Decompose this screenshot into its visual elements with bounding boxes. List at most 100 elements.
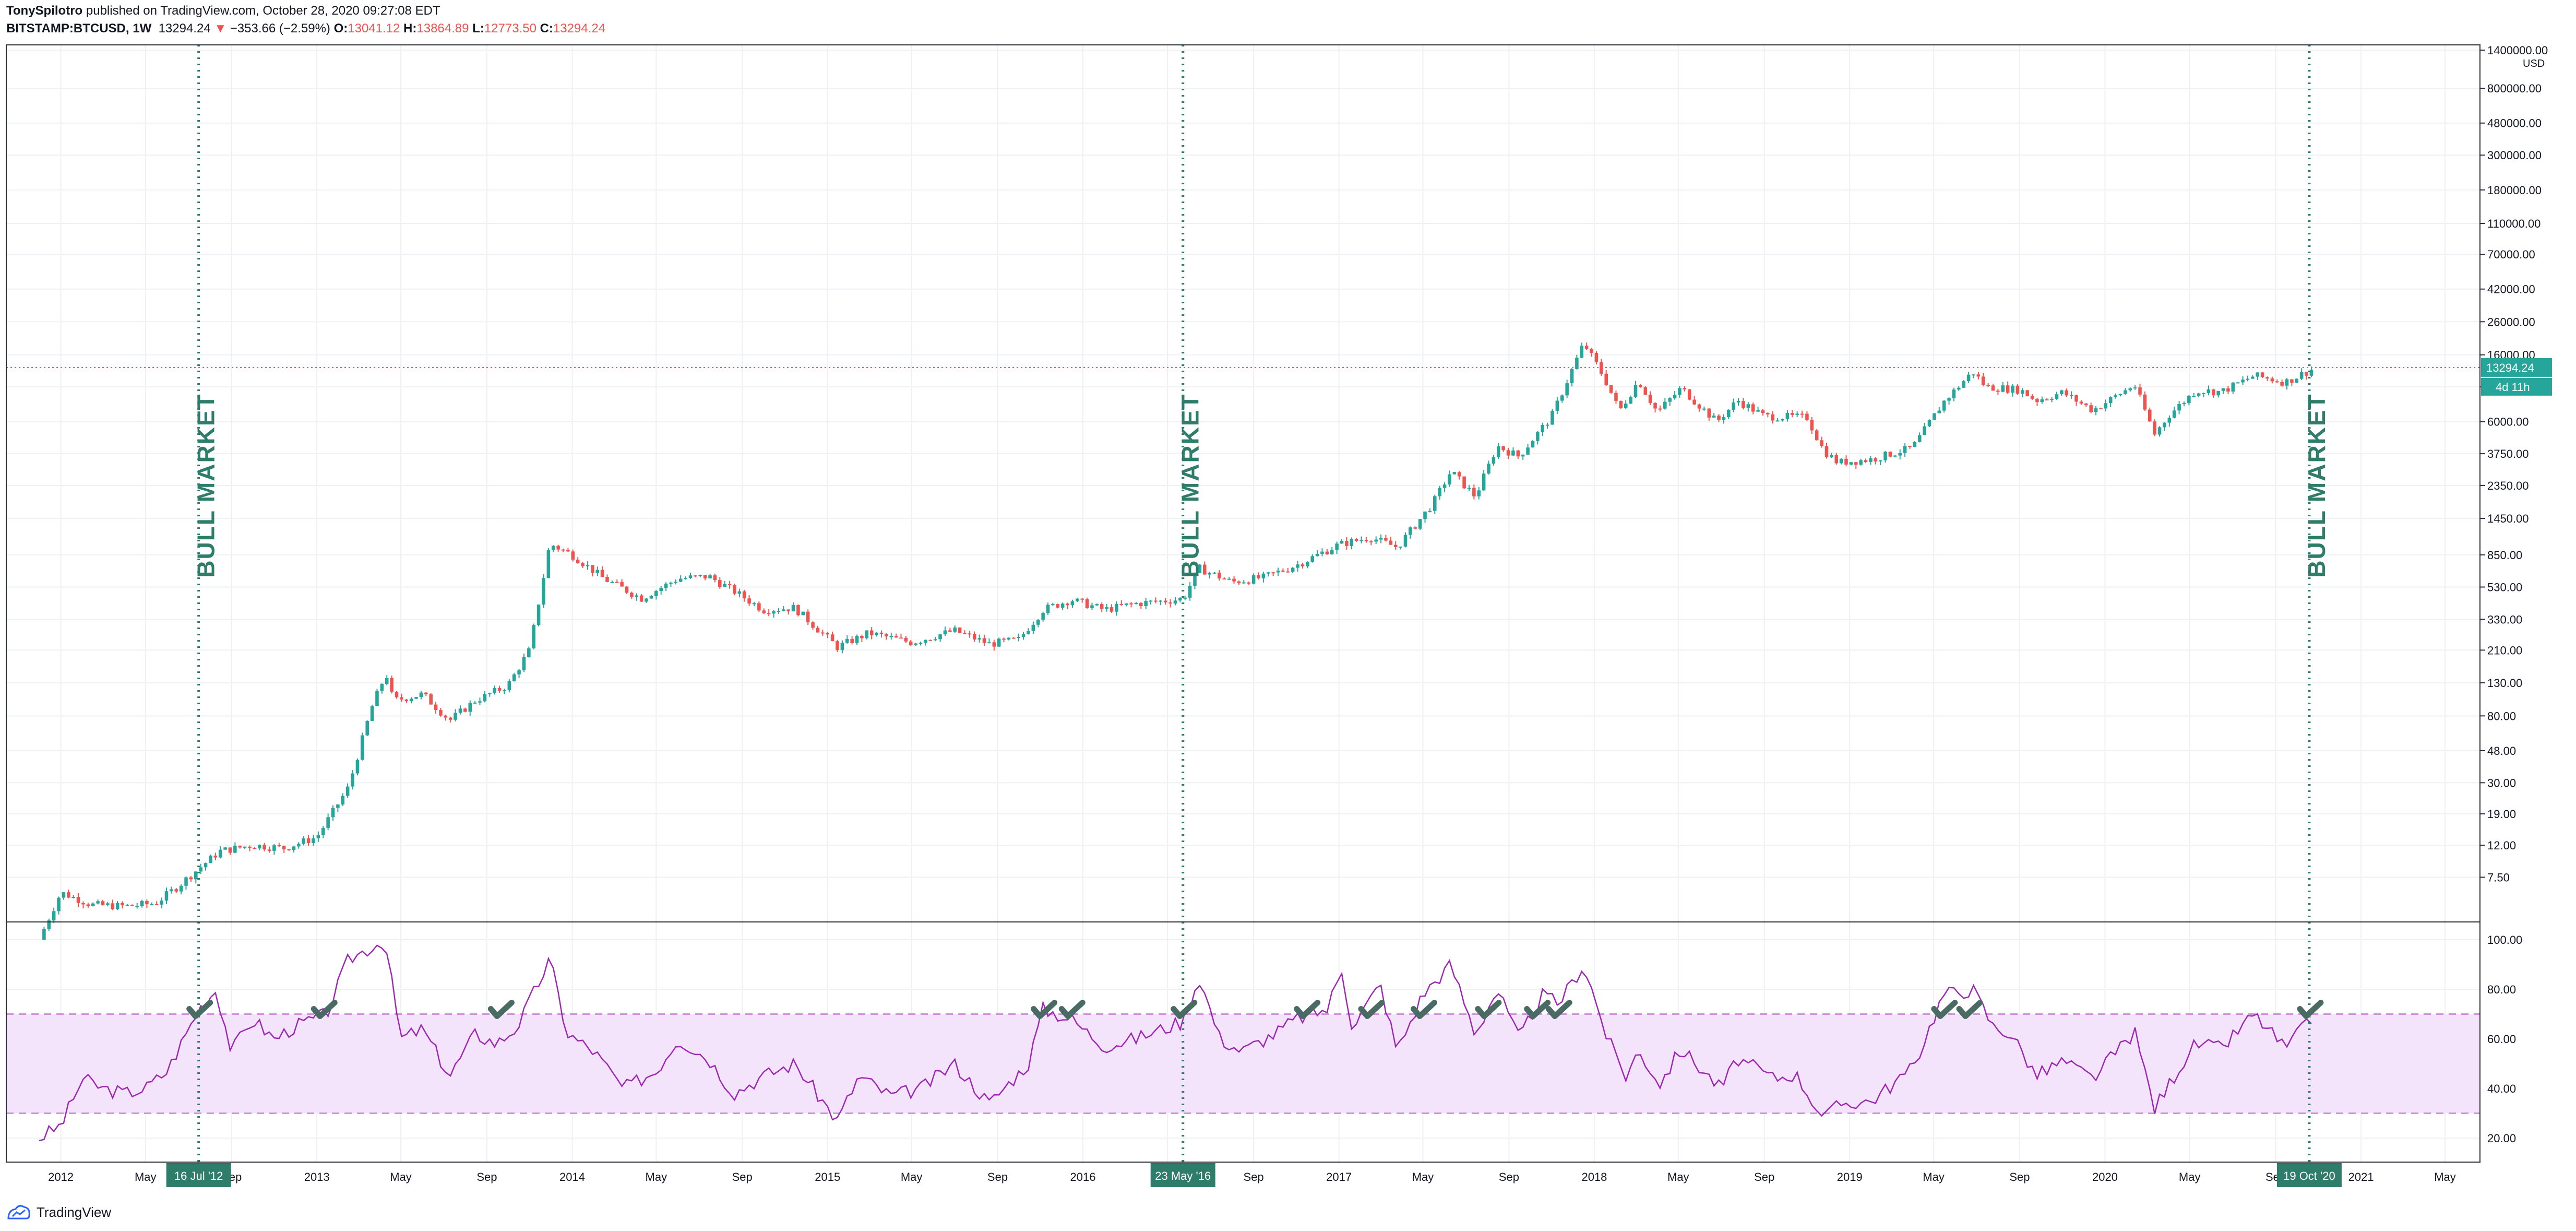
candle-body bbox=[1452, 472, 1457, 475]
candle-body bbox=[380, 684, 384, 691]
candle-body bbox=[1942, 400, 1946, 411]
rsi-axis[interactable]: 100.00 80.00 60.00 40.00 20.00 bbox=[2487, 933, 2522, 1145]
candle-body bbox=[1472, 488, 1476, 496]
candle-body bbox=[688, 575, 693, 578]
price-tick-label: 300000.00 bbox=[2487, 149, 2542, 162]
candle-body bbox=[1046, 605, 1050, 613]
candle-body bbox=[1511, 451, 1515, 456]
candle-body bbox=[1154, 600, 1158, 602]
candle-body bbox=[297, 844, 301, 847]
current-price-badge bbox=[2481, 358, 2552, 377]
candle-body bbox=[2172, 410, 2176, 418]
tradingview-logo-icon[interactable] bbox=[6, 1203, 31, 1222]
candle-body bbox=[1531, 441, 1535, 448]
candle-body bbox=[370, 706, 374, 721]
candle-body bbox=[1751, 404, 1755, 412]
rsi-checkmarks bbox=[186, 1000, 2324, 1019]
price-axis[interactable]: 1400000.00 800000.00 480000.00 300000.00 180… bbox=[2480, 44, 2548, 884]
candle-body bbox=[409, 699, 413, 702]
chart-canvas[interactable]: 1400000.00 800000.00 480000.00 300000.00 180… bbox=[0, 0, 2576, 1201]
rsi-indicator bbox=[39, 944, 2312, 1142]
candle-body bbox=[1354, 539, 1358, 541]
candle-body bbox=[742, 591, 746, 599]
price-tick-label: 7.50 bbox=[2487, 871, 2510, 884]
candle-body bbox=[772, 611, 776, 614]
check-icon bbox=[1411, 1000, 1438, 1019]
check-icon bbox=[1294, 1000, 1321, 1019]
time-axis[interactable]: 2012 May Sep 2013 May Sep 2014 May Sep 2015 May Sep… bbox=[48, 1170, 2456, 1183]
candle-body bbox=[1687, 389, 1691, 400]
candle-body bbox=[1839, 458, 1843, 464]
check-icon bbox=[1031, 1000, 1058, 1019]
price-tick-label: 3750.00 bbox=[2487, 447, 2529, 460]
candle-body bbox=[1212, 572, 1217, 574]
time-tick-label: May bbox=[2179, 1170, 2201, 1183]
rsi-band bbox=[6, 1014, 2480, 1114]
candle-body bbox=[1198, 564, 1202, 573]
candle-body bbox=[121, 903, 124, 906]
candle-body bbox=[1070, 601, 1075, 606]
candle-body bbox=[752, 603, 756, 605]
price-tick-label: 2350.00 bbox=[2487, 479, 2529, 492]
candle-body bbox=[1379, 538, 1383, 540]
candle-body bbox=[933, 639, 937, 641]
candle-body bbox=[2035, 398, 2039, 403]
low-label: L: bbox=[472, 21, 484, 35]
candle-body bbox=[1369, 541, 1373, 542]
price-unit-label: USD bbox=[2523, 58, 2545, 69]
candle-body bbox=[375, 691, 379, 706]
candle-body bbox=[2221, 388, 2225, 391]
rsi-line bbox=[39, 944, 2312, 1142]
candle-body bbox=[581, 563, 585, 566]
candle-body bbox=[850, 638, 854, 643]
candle-body bbox=[1173, 600, 1177, 604]
check-icon bbox=[311, 1000, 338, 1019]
footer-brand[interactable]: TradingView bbox=[37, 1204, 112, 1220]
candle-body bbox=[2157, 427, 2162, 435]
candle-body bbox=[1438, 488, 1441, 496]
candle-body bbox=[1208, 573, 1211, 575]
candle-body bbox=[91, 903, 95, 906]
candle-body bbox=[1633, 384, 1638, 397]
candle-body bbox=[111, 903, 115, 909]
candle-body bbox=[1913, 442, 1917, 447]
candle-body bbox=[1526, 447, 1530, 455]
interval-label[interactable]: 1W bbox=[133, 21, 152, 35]
grid bbox=[6, 45, 2480, 1162]
bull-market-label: BULL MARKET bbox=[2303, 393, 2330, 577]
symbol-name[interactable]: BITSTAMP:BTCUSD bbox=[6, 21, 126, 35]
candle-body bbox=[2138, 387, 2142, 395]
candle-body bbox=[228, 847, 232, 853]
candle-body bbox=[287, 849, 291, 850]
candle-body bbox=[889, 636, 893, 637]
candle-body bbox=[1594, 352, 1599, 362]
candle-body bbox=[1345, 540, 1349, 546]
symbol-line: BITSTAMP:BTCUSD, 1W 13294.24 ▼ −353.66 (… bbox=[6, 21, 606, 35]
candle-body bbox=[1707, 408, 1711, 418]
candle-body bbox=[982, 638, 986, 643]
open-label: O: bbox=[333, 21, 348, 35]
candle-body bbox=[733, 585, 736, 594]
candle-body bbox=[336, 804, 340, 808]
candle-body bbox=[2177, 404, 2181, 411]
rsi-tick-label: 80.00 bbox=[2487, 983, 2516, 996]
publisher-name[interactable]: TonySpilotro bbox=[6, 4, 83, 18]
price-tick-label: 210.00 bbox=[2487, 644, 2522, 657]
candle-body bbox=[958, 628, 962, 633]
candle-body bbox=[1624, 404, 1628, 408]
candle-body bbox=[1247, 582, 1251, 584]
candle-body bbox=[512, 674, 516, 681]
price-badges: 16 Jul '12 23 May '16 19 Oct '20 13294.24 4d… bbox=[166, 358, 2552, 1187]
candle-body bbox=[561, 549, 565, 551]
candle-body bbox=[1966, 374, 1971, 382]
price-tick-label: 12.00 bbox=[2487, 839, 2516, 852]
time-tick-label: May bbox=[1667, 1170, 1689, 1183]
time-tick-label: 2016 bbox=[1070, 1170, 1096, 1183]
candle-body bbox=[718, 580, 722, 587]
candle-body bbox=[2202, 393, 2205, 394]
candle-body bbox=[199, 867, 202, 872]
candle-body bbox=[737, 591, 742, 594]
candle-body bbox=[1619, 400, 1623, 408]
candle-body bbox=[1017, 636, 1020, 638]
candle-body bbox=[2055, 394, 2059, 399]
